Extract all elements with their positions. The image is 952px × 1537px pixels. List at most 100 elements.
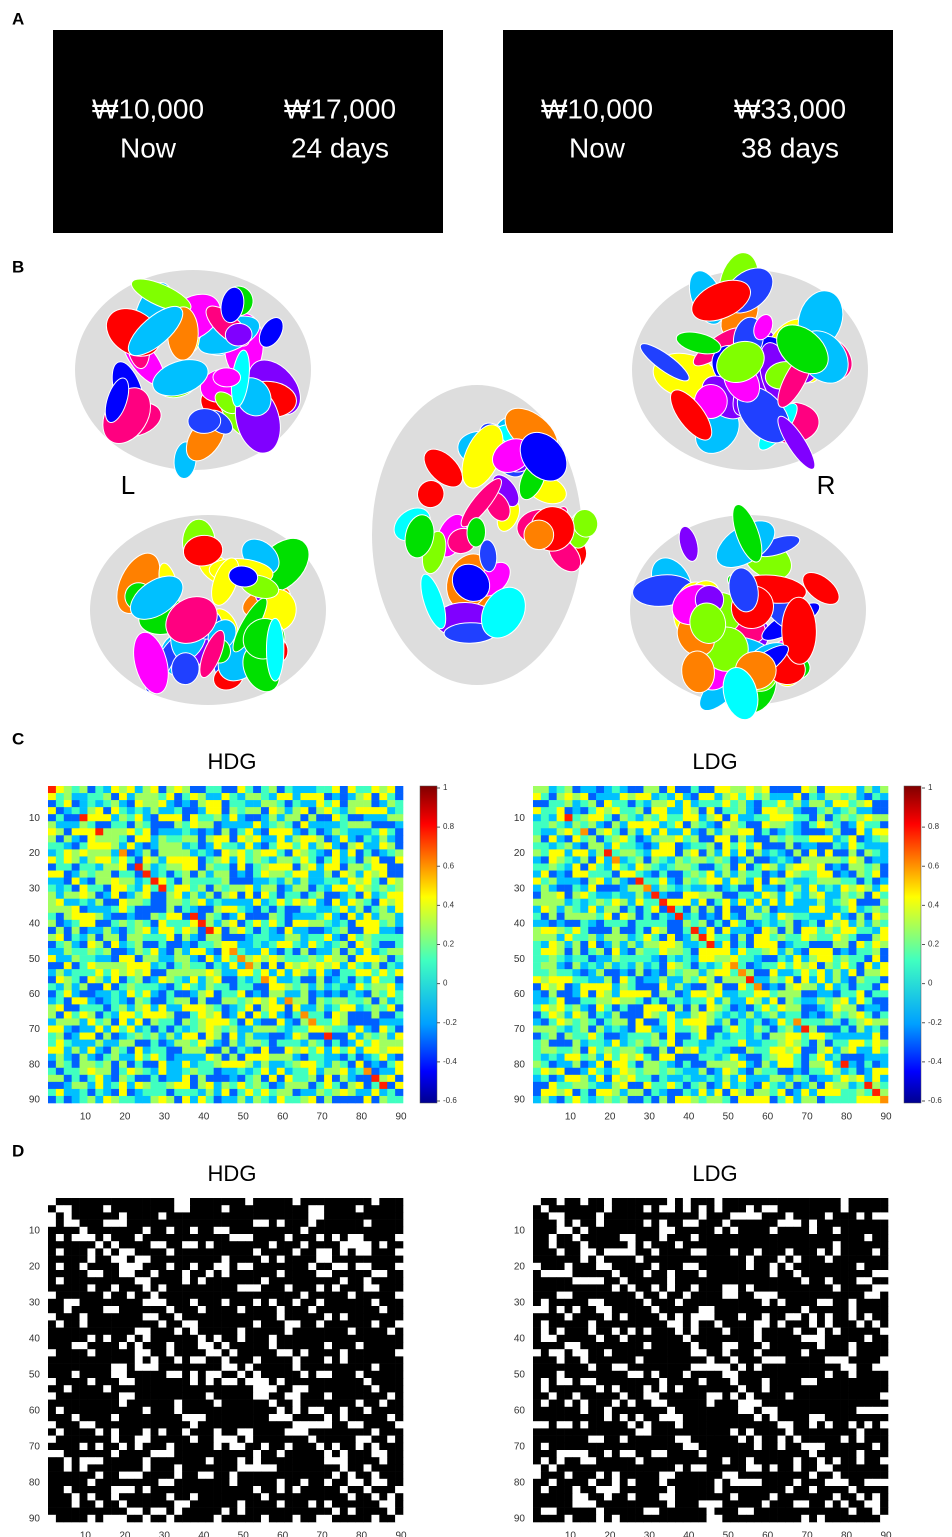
matrix-cell — [533, 1047, 541, 1054]
matrix-cell — [237, 828, 245, 835]
matrix-cell — [222, 786, 230, 793]
matrix-cell — [245, 807, 253, 814]
matrix-cell — [793, 934, 801, 941]
matrix-cell — [628, 990, 636, 997]
matrix-cell — [588, 1075, 596, 1082]
matrix-cell — [722, 821, 730, 828]
matrix-cell — [127, 990, 135, 997]
matrix-cell — [332, 1212, 340, 1220]
matrix-cell — [849, 1033, 857, 1040]
matrix-cell — [111, 1068, 119, 1075]
matrix-cell — [364, 941, 372, 948]
matrix-cell — [379, 1248, 387, 1256]
matrix-cell — [849, 1026, 857, 1033]
matrix-cell — [332, 1263, 340, 1271]
matrix-cell — [533, 1040, 541, 1047]
matrix-cell — [190, 1054, 198, 1061]
matrix-cell — [841, 786, 849, 793]
matrix-cell — [206, 976, 214, 983]
matrix-cell — [643, 1026, 651, 1033]
matrix-cell — [364, 842, 372, 849]
matrix-cell — [683, 1068, 691, 1075]
matrix-cell — [64, 990, 72, 997]
matrix-cell — [119, 969, 127, 976]
matrix-cell — [825, 842, 833, 849]
matrix-cell — [604, 814, 612, 821]
matrix-cell — [308, 1220, 316, 1228]
matrix-cell — [222, 941, 230, 948]
matrix-cell — [754, 990, 762, 997]
matrix-cell — [379, 1241, 387, 1249]
matrix-cell — [80, 842, 88, 849]
matrix-cell — [596, 976, 604, 983]
matrix-cell — [158, 814, 166, 821]
matrix-cell — [158, 920, 166, 927]
matrix-cell — [324, 934, 332, 941]
matrix-cell — [261, 835, 269, 842]
matrix-cell — [135, 821, 143, 828]
matrix-cell — [817, 1026, 825, 1033]
matrix-cell — [572, 1018, 580, 1025]
matrix-cell — [64, 1220, 72, 1228]
matrix-cell — [541, 1068, 549, 1075]
matrix-cell — [778, 814, 786, 821]
matrix-cell — [261, 1026, 269, 1033]
matrix-cell — [198, 892, 206, 899]
matrix-cell — [754, 828, 762, 835]
matrix-cell — [754, 1018, 762, 1025]
matrix-cell — [87, 1054, 95, 1061]
matrix-cell — [856, 807, 864, 814]
matrix-cell — [316, 892, 324, 899]
matrix-cell — [588, 835, 596, 842]
matrix-cell — [151, 1075, 159, 1082]
matrix-cell — [190, 1068, 198, 1075]
matrix-cell — [675, 800, 683, 807]
matrix-cell — [64, 955, 72, 962]
matrix-cell — [707, 1089, 715, 1096]
matrix-cell — [699, 814, 707, 821]
matrix-cell — [841, 1018, 849, 1025]
matrix-cell — [206, 807, 214, 814]
matrix-cell — [253, 927, 261, 934]
matrix-cell — [269, 1198, 277, 1206]
matrix-cell — [158, 955, 166, 962]
matrix-cell — [549, 842, 557, 849]
matrix-cell — [135, 1277, 143, 1285]
matrix-cell — [285, 1096, 293, 1103]
matrix-cell — [222, 1212, 230, 1220]
matrix-cell — [166, 849, 174, 856]
matrix-cell — [872, 814, 880, 821]
matrix-cell — [549, 1040, 557, 1047]
matrix-cell — [261, 1220, 269, 1228]
matrix-cell — [151, 941, 159, 948]
matrix-cell — [127, 871, 135, 878]
matrix-cell — [612, 835, 620, 842]
matrix-cell — [557, 842, 565, 849]
matrix-cell — [111, 1270, 119, 1278]
matrix-cell — [119, 1198, 127, 1206]
matrix-cell — [245, 892, 253, 899]
matrix-cell — [833, 1061, 841, 1068]
matrix-cell — [620, 800, 628, 807]
matrix-cell — [348, 927, 356, 934]
matrix-cell — [628, 1011, 636, 1018]
matrix-cell — [872, 1004, 880, 1011]
matrix-cell — [785, 849, 793, 856]
matrix-cell — [127, 1096, 135, 1103]
matrix-cell — [277, 934, 285, 941]
matrix-cell — [356, 1033, 364, 1040]
matrix-cell — [580, 969, 588, 976]
matrix-cell — [87, 1277, 95, 1285]
matrix-cell — [675, 920, 683, 927]
matrix-cell — [746, 997, 754, 1004]
matrix-cell — [229, 1205, 237, 1213]
matrix-cell — [166, 1205, 174, 1213]
matrix-cell — [379, 1284, 387, 1292]
matrix-cell — [707, 842, 715, 849]
matrix-cell — [841, 849, 849, 856]
matrix-cell — [135, 1299, 143, 1307]
matrix-cell — [691, 1011, 699, 1018]
matrix-cell — [300, 1011, 308, 1018]
matrix-cell — [127, 906, 135, 913]
matrix-cell — [72, 1234, 80, 1242]
